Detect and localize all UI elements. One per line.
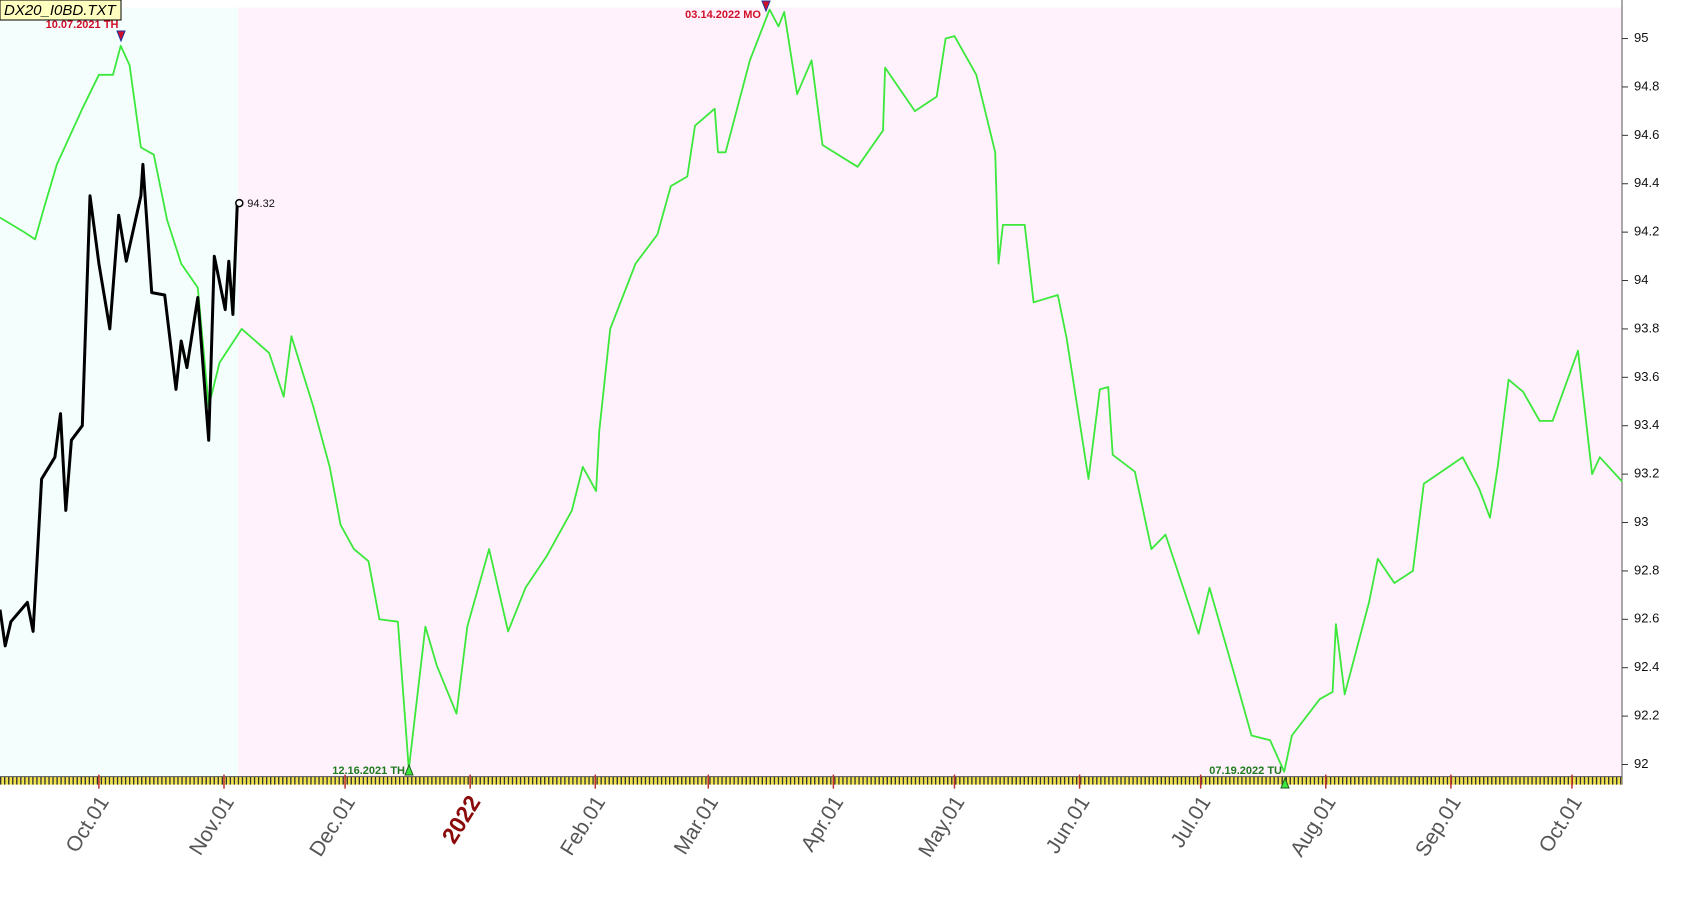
y-tick-label: 92.6 <box>1634 611 1659 626</box>
y-tick-label: 94.4 <box>1634 175 1659 190</box>
low-marker <box>404 763 414 776</box>
file-label-box <box>0 0 122 21</box>
y-tick-label: 94.8 <box>1634 78 1659 93</box>
file-label-text: DX20_I0BD.TXT <box>4 2 118 19</box>
x-tick-label: Mar.01 <box>670 792 724 859</box>
series-line <box>0 8 1623 773</box>
annotation: 03.14.2022 MO <box>685 9 761 21</box>
x-tick-label: Feb.01 <box>556 792 610 860</box>
y-tick-label: 94.6 <box>1634 127 1659 142</box>
y-tick-label: 95 <box>1634 30 1648 45</box>
actual-zone <box>0 7 239 777</box>
y-tick-label: 93.2 <box>1634 466 1659 481</box>
low-marker <box>1280 776 1290 789</box>
annotation: 10.07.2021 TH <box>46 19 119 31</box>
high-marker <box>116 30 126 43</box>
x-tick-label: May.01 <box>914 792 969 861</box>
projection-zone <box>238 7 1623 777</box>
background <box>0 7 1623 777</box>
y-tick-label: 93.8 <box>1634 320 1659 335</box>
x-tick-label: 2022 <box>436 791 485 848</box>
y-tick-label: 94 <box>1634 272 1648 287</box>
x-tick-label: Apr.01 <box>797 792 849 856</box>
high-marker <box>761 0 771 13</box>
y-tick-label: 93.6 <box>1634 369 1659 384</box>
y-tick-label: 93.4 <box>1634 417 1659 432</box>
y-tick-label: 94.2 <box>1634 224 1659 239</box>
y-tick-label: 92.4 <box>1634 659 1659 674</box>
y-tick-label: 92.8 <box>1634 562 1659 577</box>
y-tick-label: 93 <box>1634 514 1648 529</box>
series-line <box>0 162 239 648</box>
y-tick-label: 92 <box>1634 756 1648 771</box>
x-tick-label: Jul.01 <box>1166 792 1215 852</box>
last-value-marker <box>235 198 244 208</box>
annotation: 12.16.2021 TH <box>332 765 405 777</box>
x-tick-label: Oct.01 <box>1535 792 1587 857</box>
y-tick-label: 92.2 <box>1634 708 1659 723</box>
x-tick-label: Oct.01 <box>62 792 114 857</box>
annotations: 10.07.2021 TH 03.14.2022 MO 12.16.2021 T… <box>46 0 1290 789</box>
x-tick-label: Dec.01 <box>305 792 360 861</box>
file-label: DX20_I0BD.TXT <box>0 0 122 21</box>
annotation: 07.19.2022 TU <box>1209 765 1282 777</box>
x-tick-label: Nov.01 <box>185 792 239 859</box>
x-tick-label: Jun.01 <box>1042 792 1095 858</box>
last-value-label: 94.32 <box>247 198 275 210</box>
minor-ticks <box>0 776 1622 785</box>
x-tick-label: Sep.01 <box>1411 792 1466 861</box>
x-tick-label: Aug.01 <box>1286 792 1341 861</box>
